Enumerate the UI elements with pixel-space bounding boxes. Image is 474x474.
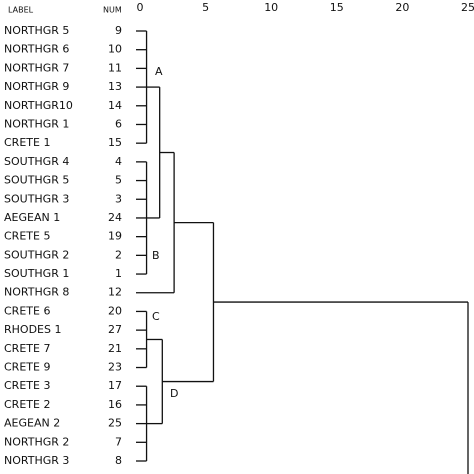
leaf-num: 3 (115, 192, 122, 205)
x-tick-label: 5 (202, 1, 209, 14)
leaf-label: SOUTHGR 3 (4, 192, 69, 205)
leaf-label: SOUTHGR 5 (4, 174, 69, 187)
leaf-label: AEGEAN 2 (4, 417, 60, 430)
leaf-label: CRETE 1 (4, 136, 50, 149)
leaf-label: NORTHGR 2 (4, 435, 69, 448)
leaf-label: CRETE 6 (4, 304, 50, 317)
leaf-label: NORTHGR 3 (4, 454, 69, 467)
cluster-label: D (170, 387, 178, 400)
leaf-num: 2 (115, 248, 122, 261)
leaf-num: 5 (115, 174, 122, 187)
cluster-label: A (155, 65, 163, 78)
x-tick-label: 0 (137, 1, 144, 14)
leaf-label: NORTHGR10 (4, 99, 73, 112)
leaf-num: 21 (108, 342, 122, 355)
x-tick-label: 15 (330, 1, 344, 14)
leaf-num: 24 (108, 211, 122, 224)
leaf-label: CRETE 9 (4, 361, 50, 374)
leaf-label: CRETE 3 (4, 379, 50, 392)
leaf-num: 14 (108, 99, 122, 112)
leaf-label: NORTHGR 5 (4, 24, 69, 37)
leaf-num: 9 (115, 24, 122, 37)
leaf-label: NORTHGR 1 (4, 117, 69, 130)
leaf-num: 19 (108, 230, 122, 243)
leaf-label: SOUTHGR 4 (4, 155, 69, 168)
leaf-label: SOUTHGR 2 (4, 248, 69, 261)
leaf-label: NORTHGR 8 (4, 286, 69, 299)
leaf-label: NORTHGR 7 (4, 61, 69, 74)
leaf-num: 4 (115, 155, 122, 168)
x-tick-label: 10 (264, 1, 278, 14)
leaf-num: 11 (108, 61, 122, 74)
leaf-label: CRETE 5 (4, 230, 50, 243)
label-header: LABEL (8, 6, 34, 15)
leaf-label: CRETE 7 (4, 342, 50, 355)
leaf-num: 23 (108, 361, 122, 374)
leaf-label: RHODES 1 (4, 323, 61, 336)
cluster-label: B (152, 249, 160, 262)
leaf-num: 1 (115, 267, 122, 280)
leaf-label: CRETE 2 (4, 398, 50, 411)
leaf-label: NORTHGR 9 (4, 80, 69, 93)
leaf-num: 13 (108, 80, 122, 93)
leaf-num: 8 (115, 454, 122, 467)
leaf-label: NORTHGR 6 (4, 43, 69, 56)
leaf-num: 15 (108, 136, 122, 149)
cluster-label: C (152, 310, 160, 323)
num-header: NUM (103, 6, 122, 15)
leaf-num: 7 (115, 435, 122, 448)
leaf-label: AEGEAN 1 (4, 211, 60, 224)
leaf-num: 25 (108, 417, 122, 430)
leaf-label: SOUTHGR 1 (4, 267, 69, 280)
leaf-num: 16 (108, 398, 122, 411)
leaf-num: 12 (108, 286, 122, 299)
x-tick-label: 25 (461, 1, 474, 14)
leaf-num: 10 (108, 43, 122, 56)
leaf-num: 27 (108, 323, 122, 336)
leaf-num: 20 (108, 304, 122, 317)
leaf-num: 6 (115, 117, 122, 130)
x-tick-label: 20 (395, 1, 409, 14)
leaf-num: 17 (108, 379, 122, 392)
